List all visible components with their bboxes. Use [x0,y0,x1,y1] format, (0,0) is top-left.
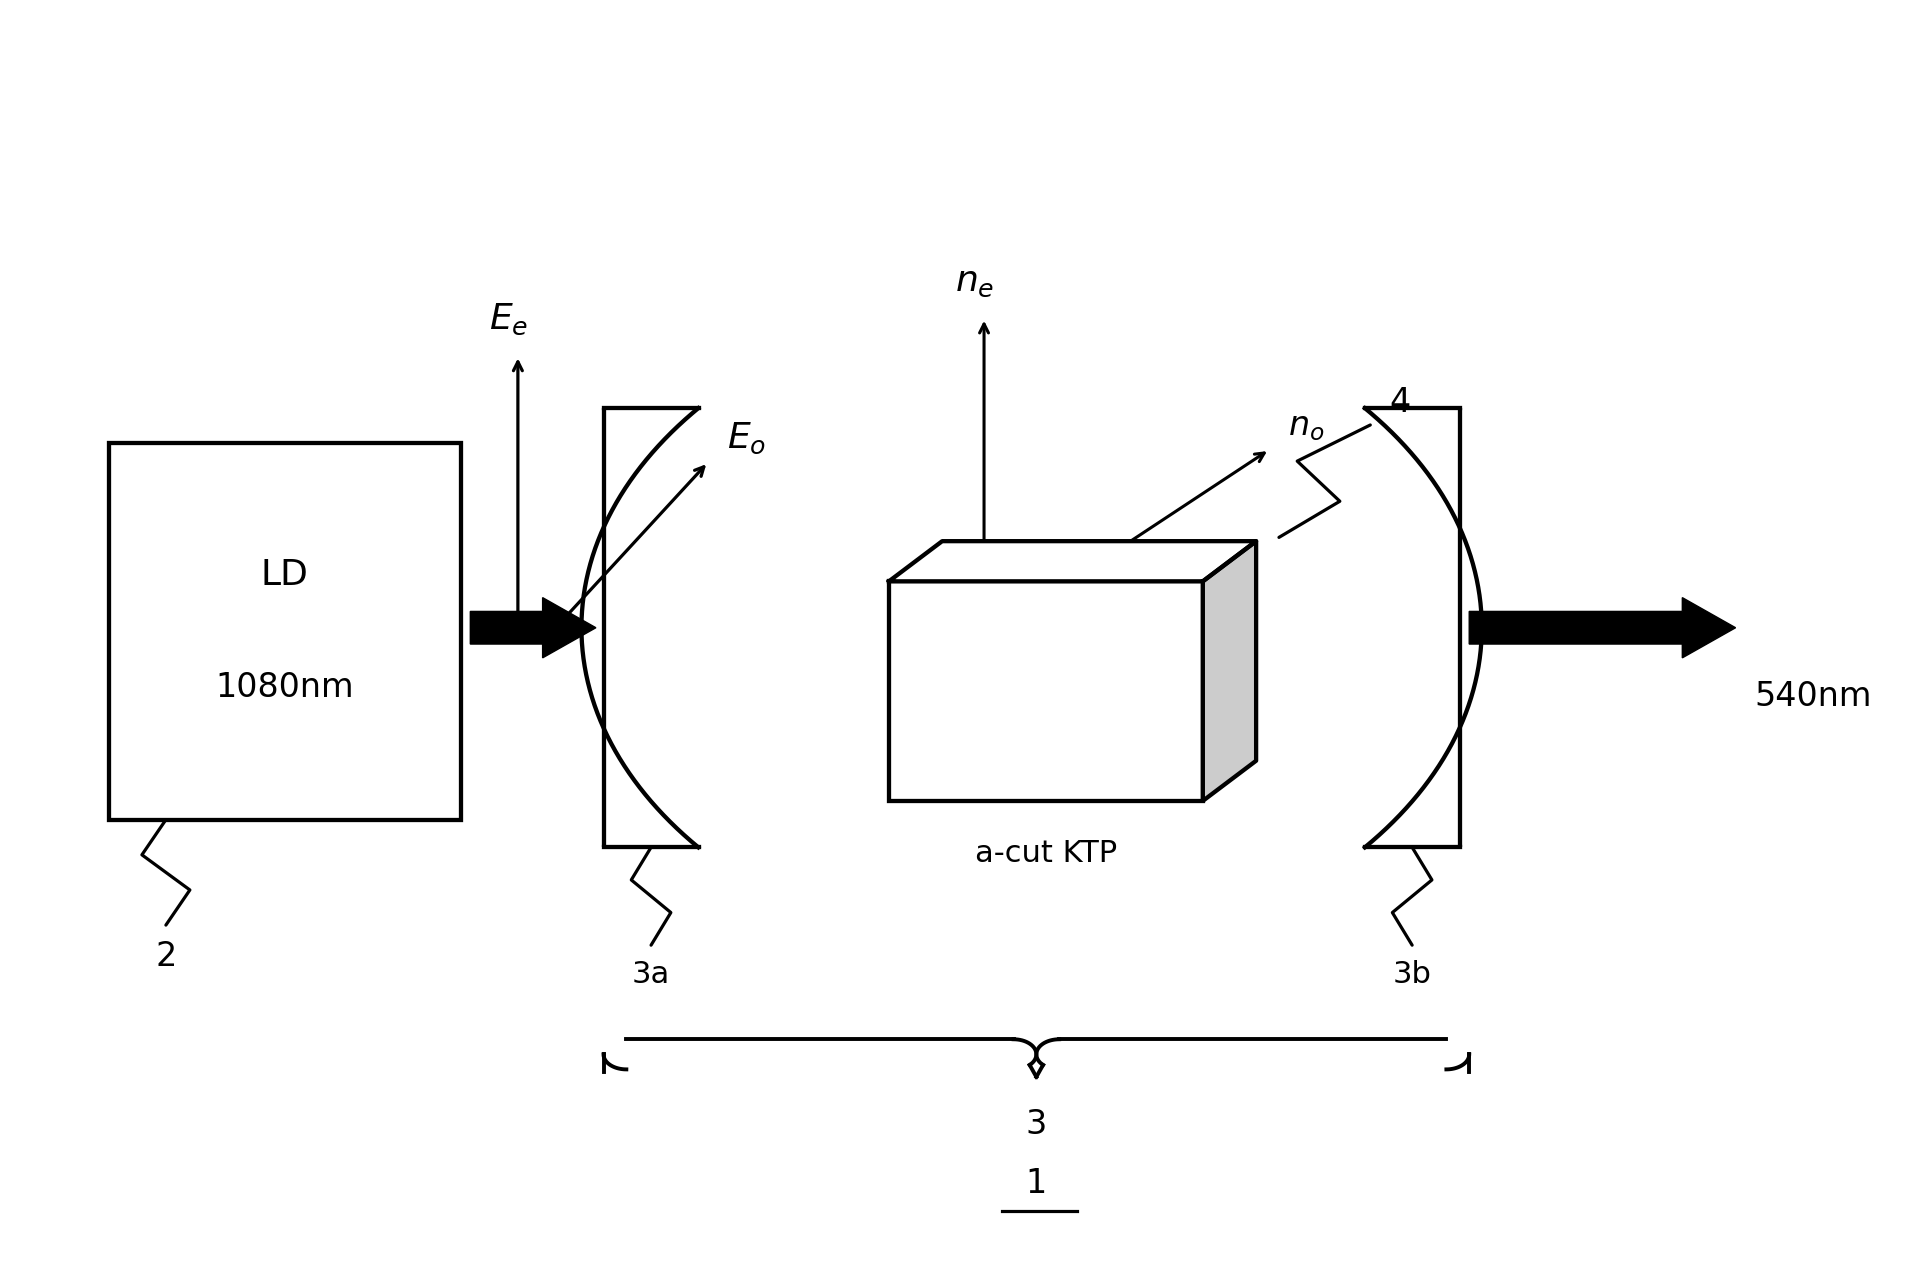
Polygon shape [1202,541,1256,801]
Text: 1: 1 [1026,1167,1047,1200]
Text: $n_e$: $n_e$ [956,265,994,299]
Text: $n_o$: $n_o$ [1288,410,1324,443]
Text: $E_o$: $E_o$ [728,421,766,456]
Text: 540nm: 540nm [1754,681,1873,714]
Text: 3b: 3b [1393,960,1431,989]
Bar [889,581,1202,801]
FancyArrow shape [470,597,596,658]
Text: 3: 3 [1026,1108,1047,1142]
Polygon shape [889,541,1256,581]
Text: 3a: 3a [633,960,671,989]
Text: a-cut KTP: a-cut KTP [975,839,1116,868]
Text: LD: LD [262,558,310,592]
FancyArrow shape [1470,597,1735,658]
Text: 4: 4 [1389,385,1410,419]
Text: $E_e$: $E_e$ [489,302,527,337]
Text: 1080nm: 1080nm [216,672,354,705]
Text: 2: 2 [155,940,176,974]
Bar [109,443,461,820]
